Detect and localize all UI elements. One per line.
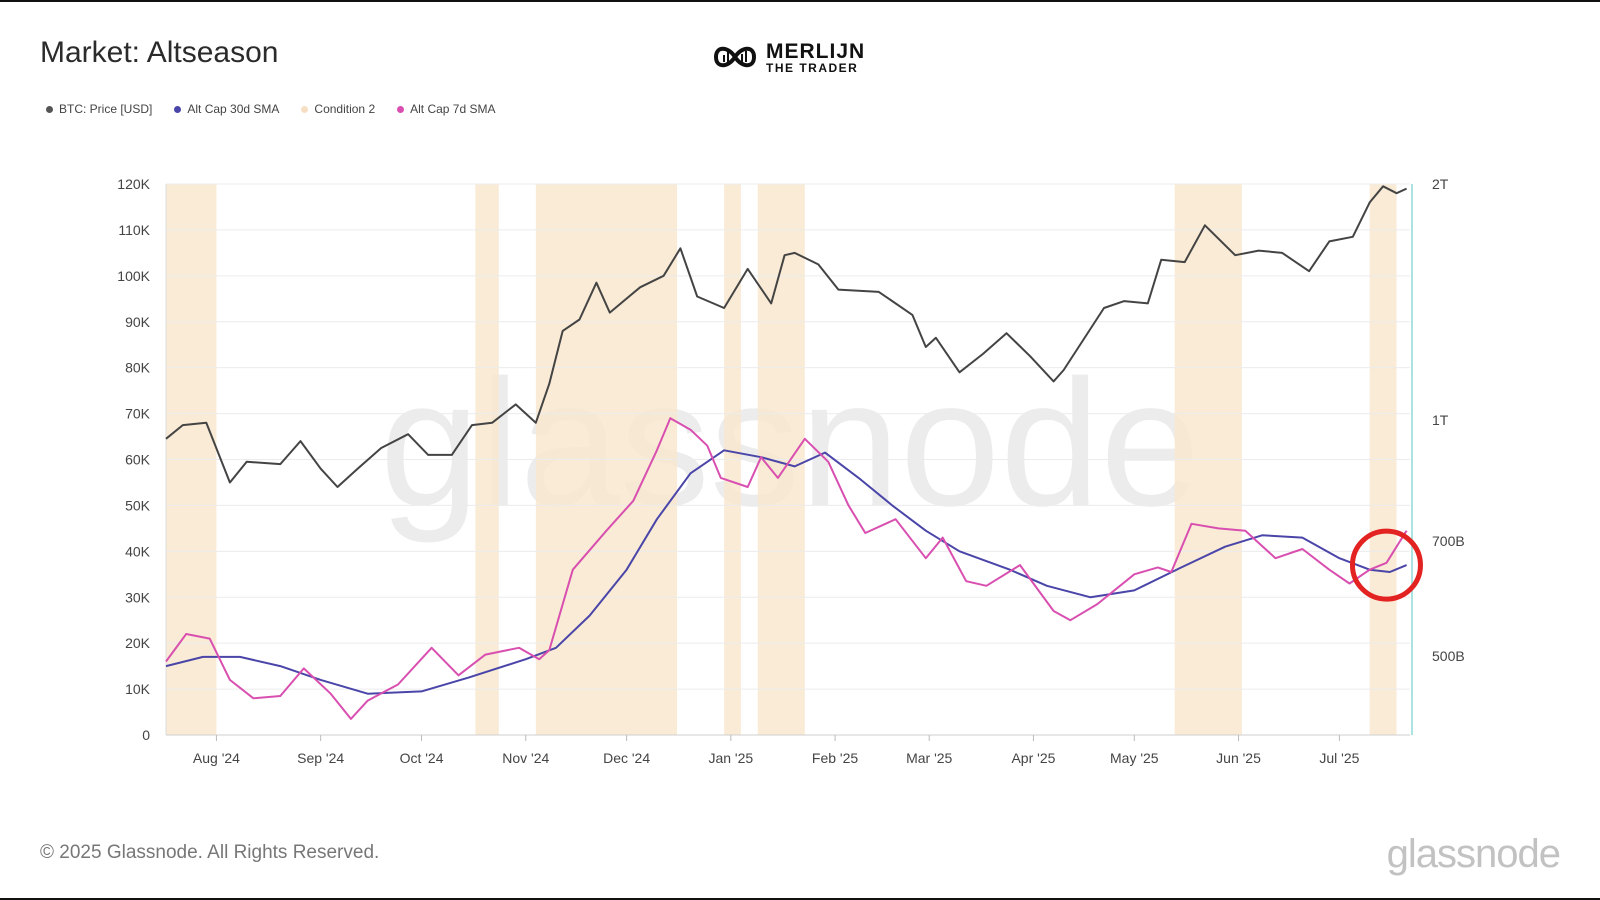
page-title: Market: Altseason — [40, 36, 279, 69]
series-line-btc-price-usd — [165, 185, 1408, 488]
y-left-tick-label: 40K — [125, 543, 151, 559]
x-tick-label: Jul '25 — [1319, 750, 1359, 766]
y-left-tick-label: 80K — [125, 360, 151, 376]
legend-dot — [397, 105, 405, 113]
y-right-tick-label: 1T — [1432, 412, 1449, 428]
legend-label: BTC: Price [USD] — [59, 102, 153, 116]
x-tick-label: Jan '25 — [708, 750, 753, 766]
x-tick-label: Feb '25 — [812, 750, 858, 766]
highlight-circle — [1349, 528, 1423, 602]
x-tick-label: Dec '24 — [603, 750, 650, 766]
x-tick-label: Nov '24 — [502, 750, 549, 766]
legend-label: Condition 2 — [314, 102, 376, 116]
y-left-tick-label: 60K — [125, 452, 151, 468]
y-left-tick-label: 10K — [125, 681, 151, 697]
glassnode-brand: glassnode — [1386, 832, 1561, 876]
x-tick-label: Jun '25 — [1216, 750, 1261, 766]
legend-item-alt-cap-7d[interactable]: Alt Cap 7d SMA — [397, 102, 496, 116]
legend-dot — [301, 105, 309, 113]
legend-dot — [174, 105, 182, 113]
merlijn-logo: MERLIJN THE TRADER — [712, 40, 865, 74]
legend-item-condition-2[interactable]: Condition 2 — [301, 102, 375, 116]
x-tick-label: Mar '25 — [906, 750, 952, 766]
logo-name: MERLIJN — [766, 39, 866, 63]
y-left-tick-label: 0 — [142, 727, 150, 743]
y-left-tick-label: 110K — [118, 222, 150, 238]
legend-item-alt-cap-30d[interactable]: Alt Cap 30d SMA — [174, 102, 279, 116]
y-left-tick-label: 90K — [125, 314, 151, 330]
chart-legend: BTC: Price [USD] Alt Cap 30d SMA Conditi… — [46, 102, 496, 116]
y-left-tick-label: 100K — [117, 268, 150, 284]
y-left-tick-label: 120K — [117, 176, 150, 192]
x-tick-label: Apr '25 — [1011, 750, 1055, 766]
y-left-tick-label: 70K — [125, 406, 151, 422]
x-tick-label: Sep '24 — [297, 750, 344, 766]
y-left-tick-label: 20K — [125, 635, 151, 651]
series-line-alt-cap-30d-sma — [165, 449, 1407, 695]
legend-label: Alt Cap 7d SMA — [410, 102, 496, 116]
legend-dot — [46, 105, 53, 113]
legend-item-btc-price[interactable]: BTC: Price [USD] — [46, 102, 152, 116]
x-tick-label: Aug '24 — [193, 750, 240, 766]
y-left-tick-label: 30K — [125, 589, 151, 605]
series-line-alt-cap-7d-sma — [165, 417, 1408, 720]
infinity-logo-icon — [713, 46, 757, 68]
copyright-text: © 2025 Glassnode. All Rights Reserved. — [40, 842, 380, 863]
x-tick-label: May '25 — [1110, 750, 1159, 766]
logo-subtitle: THE TRADER — [766, 60, 859, 75]
y-right-tick-label: 700B — [1432, 533, 1465, 549]
y-left-tick-label: 50K — [125, 497, 151, 513]
x-tick-label: Oct '24 — [400, 750, 444, 766]
legend-label: Alt Cap 30d SMA — [187, 102, 280, 116]
y-right-tick-label: 500B — [1432, 648, 1465, 664]
y-right-tick-label: 2T — [1432, 176, 1449, 192]
